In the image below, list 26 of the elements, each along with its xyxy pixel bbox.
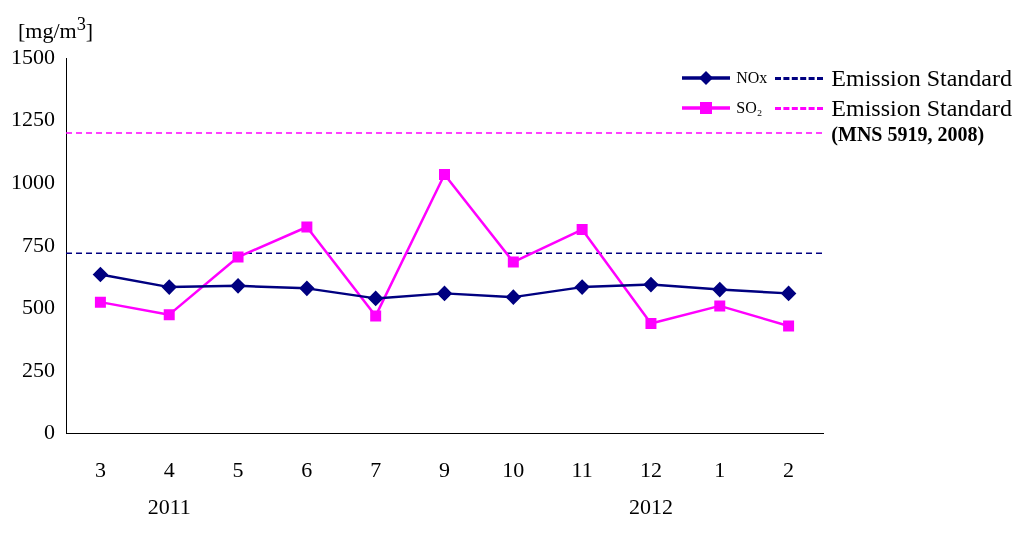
y-tick-label: 1500 <box>11 43 55 69</box>
text: 2011 <box>147 494 191 520</box>
y-tick-label: 750 <box>22 231 55 257</box>
legend-label: Emission Standard <box>831 64 1012 92</box>
text: 2012 <box>628 494 673 520</box>
x-tick-label: 2 <box>783 456 795 482</box>
legend-label: SO₂ <box>736 99 763 117</box>
x-tick-label: 4 <box>163 456 175 482</box>
x-tick-label: 12 <box>639 456 662 482</box>
y-tick-label: 250 <box>22 356 55 382</box>
y-tick-label: 500 <box>22 294 55 320</box>
x-tick-label: 6 <box>301 456 313 482</box>
y-tick-label: 1250 <box>11 106 55 132</box>
y-tick-label: 0 <box>44 419 55 445</box>
y-axis-title: [mg/m$^{3}$] <box>18 14 94 45</box>
x-tick-label: 5 <box>232 456 244 482</box>
x-tick-label: 9 <box>439 456 450 482</box>
legend-label: NOx <box>736 69 768 87</box>
legend-label: Emission Standard <box>831 94 1012 122</box>
x-tick-label: 3 <box>94 456 106 482</box>
x-tick-label: 7 <box>370 456 382 482</box>
text: (MNS 5919, 2008) <box>831 123 986 146</box>
x-tick-label: 11 <box>571 456 593 482</box>
y-tick-label: 1000 <box>11 168 55 194</box>
x-tick-label: 10 <box>502 456 525 482</box>
x-tick-label: 1 <box>714 456 726 482</box>
